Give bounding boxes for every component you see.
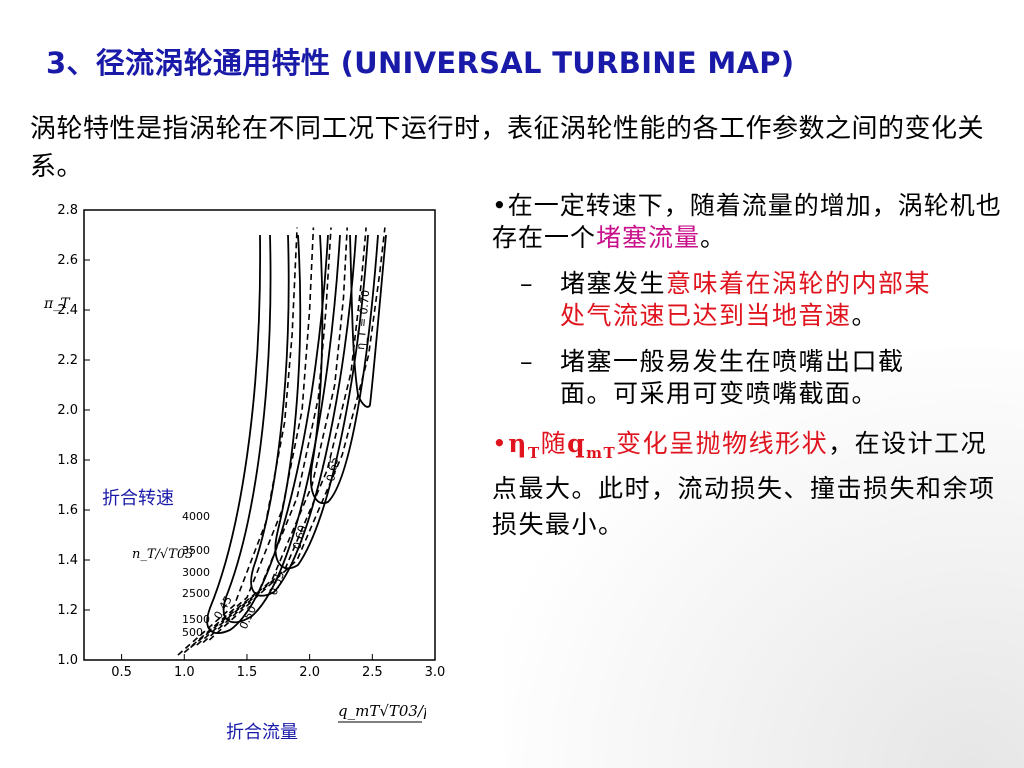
speed-line-label: 2500	[182, 587, 210, 600]
sub1-highlight: 意味着在涡轮的内部某处气流速已达到当地音速	[560, 269, 932, 330]
dash-1: –	[520, 269, 534, 298]
efficiency-label-055: 0.55	[267, 570, 288, 597]
y-tick-label: 1.2	[57, 603, 78, 618]
sub1-text: 堵塞发生	[560, 269, 667, 298]
turbine-map-chart: 0.5 1.0 1.5 2.0 2.5 3.0 1.0 1.2 1.4 1.6 1.8 2.0 2.2…	[30, 190, 450, 690]
y-tick-label: 1.8	[57, 453, 78, 468]
efficiency-contour-050	[222, 234, 341, 624]
efficiency-contours	[206, 234, 387, 634]
x-tick-label: 3.0	[425, 665, 446, 680]
x-tick-label: 1.5	[237, 665, 258, 680]
bullet1-highlight: 堵塞流量	[596, 223, 701, 252]
page-title: 3、径流涡轮通用特性 (UNIVERSAL TURBINE MAP)	[46, 46, 795, 80]
reduced-flow-label: 折合流量	[226, 722, 298, 743]
y-tick-label: 2.4	[57, 303, 78, 318]
bullet1-text: •在一定转速下，随着流量的增加，涡轮机也存在一个	[492, 191, 1002, 252]
efficiency-label-065: 0.65	[324, 456, 341, 482]
y-tick-label: 2.6	[57, 253, 78, 268]
q-subscript: mT	[586, 444, 617, 462]
eta-symbol: ηT	[508, 429, 540, 462]
background-gradient	[504, 348, 1024, 768]
speed-line-label: 500	[182, 626, 203, 639]
eta-letter: η	[508, 429, 528, 458]
efficiency-contour-055	[250, 234, 357, 597]
x-tick-label: 2.0	[299, 665, 320, 680]
speed-line-500	[208, 227, 386, 641]
efficiency-labels: η_T = 0.70 0.65 0.60 0.55 0.50 0.45	[211, 289, 372, 631]
flow-formula-text: q_mT√T03/p03	[338, 702, 426, 720]
sub-bullet-sonic: – 堵塞发生意味着在涡轮的内部某处气流速已达到当地音速。	[520, 268, 940, 332]
bullet-choke-flow: •在一定转速下，随着流量的增加，涡轮机也存在一个堵塞流量。	[492, 190, 1012, 254]
speed-line-3000	[190, 227, 332, 649]
bullet3-suffix: ，在设计工况点最大。此时，流动损失、撞击损失和余项损失最小。	[492, 429, 996, 539]
efficiency-label-060: 0.60	[290, 524, 309, 551]
bullet-efficiency: •ηT随qmT变化呈抛物线形状，在设计工况点最大。此时，流动损失、撞击损失和余项…	[492, 426, 1012, 543]
turbine-map-svg: 0.5 1.0 1.5 2.0 2.5 3.0 1.0 1.2 1.4 1.6 1.8 2.0 2.2…	[43, 203, 445, 680]
dash-2: –	[520, 347, 534, 376]
x-tick-label: 0.5	[111, 665, 132, 680]
y-tick-label: 1.4	[57, 553, 78, 568]
plot-frame	[83, 209, 436, 661]
eta-subscript: T	[527, 444, 541, 462]
reduced-speed-label: 折合转速	[102, 488, 174, 509]
y-tick-label: 2.0	[57, 403, 78, 418]
speed-line-label: 1500	[182, 613, 210, 626]
bullet-list: •在一定转速下，随着流量的增加，涡轮机也存在一个堵塞流量。 – 堵塞发生意味着在…	[492, 190, 1012, 543]
speed-line-label: 4000	[182, 510, 210, 523]
x-axis-ticks: 0.5 1.0 1.5 2.0 2.5 3.0	[111, 654, 445, 680]
y-axis-ticks: 1.0 1.2 1.4 1.6 1.8 2.0 2.2 2.4 2.6 2.8	[57, 203, 90, 668]
sub-bullet-nozzle: – 堵塞一般易发生在喷嘴出口截面。可采用可变喷嘴截面。	[520, 346, 940, 410]
speed-axis-label: n_T/√T03	[132, 547, 193, 562]
y-tick-label: 2.2	[57, 353, 78, 368]
bullet1-suffix: 。	[700, 223, 727, 252]
x-tick-label: 1.0	[174, 665, 195, 680]
flow-formula: q_mT√T03/p03	[338, 702, 426, 723]
efficiency-label-070: η_T = 0.70	[354, 289, 372, 350]
y-tick-label: 1.0	[57, 653, 78, 668]
bullet3-highlight: 变化呈抛物线形状	[616, 429, 829, 458]
efficiency-label-050: 0.50	[237, 604, 259, 632]
efficiency-contour-070	[349, 234, 387, 408]
bullet3-dot: •	[492, 429, 509, 458]
speed-line-label: 3000	[182, 566, 210, 579]
bullet3-sui: 随	[540, 429, 568, 458]
x-tick-label: 2.5	[362, 665, 383, 680]
y-tick-label: 1.6	[57, 503, 78, 518]
speed-line-1500	[202, 227, 367, 644]
speed-line-label: 3500	[182, 544, 210, 557]
sub2-text: 堵塞一般易发生在喷嘴出口截面。可采用可变喷嘴截面。	[560, 347, 905, 408]
speed-label-text: n_T/√T03	[132, 547, 193, 562]
sub1-suffix: 。	[851, 301, 879, 330]
y-tick-label: 2.8	[57, 203, 78, 218]
q-symbol: qmT	[567, 429, 616, 462]
speed-line-3500	[183, 227, 315, 654]
intro-paragraph: 涡轮特性是指涡轮在不同工况下运行时，表征涡轮性能的各工作参数之间的变化关系。	[30, 114, 985, 182]
efficiency-contour-060	[274, 234, 369, 570]
efficiency-contour-045	[206, 234, 329, 634]
q-letter: q	[567, 429, 587, 458]
y-axis-label: π_T	[43, 296, 71, 312]
